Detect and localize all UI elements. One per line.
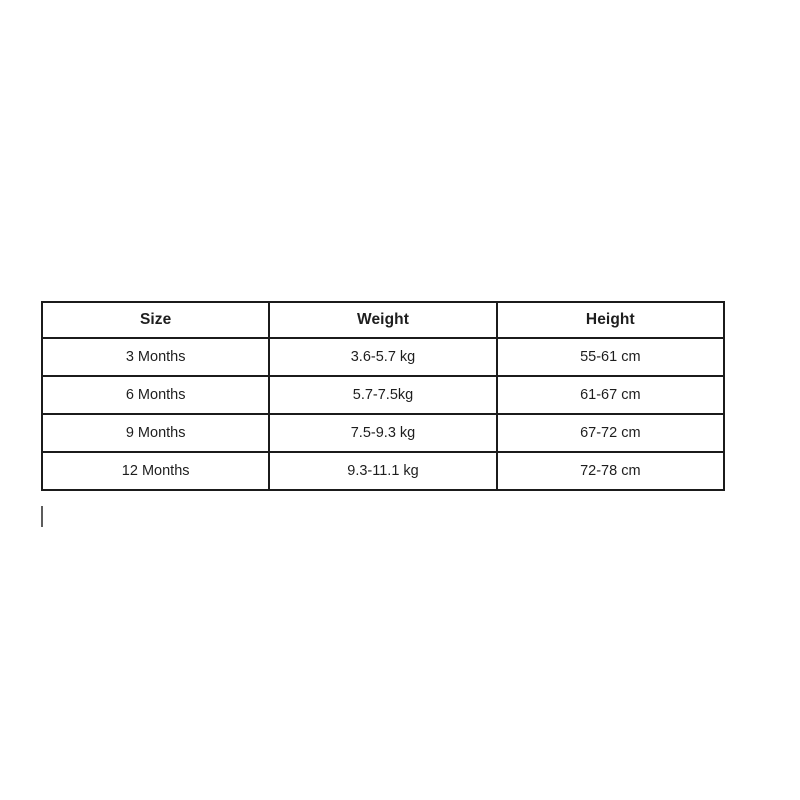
- size-chart-body: 3 Months 3.6-5.7 kg 55-61 cm 6 Months 5.…: [40, 337, 726, 491]
- cell-weight[interactable]: 3.6-5.7 kg: [268, 337, 498, 377]
- header-row: Size Weight Height: [40, 301, 726, 339]
- cell-weight[interactable]: 5.7-7.5kg: [268, 375, 498, 415]
- size-chart-table: Size Weight Height 3 Months 3.6-5.7 kg 5…: [40, 301, 726, 491]
- header-cell-size[interactable]: Size: [40, 301, 271, 339]
- table-row: 6 Months 5.7-7.5kg 61-67 cm: [40, 375, 726, 415]
- cell-height[interactable]: 55-61 cm: [495, 337, 726, 377]
- header-cell-height[interactable]: Height: [495, 301, 726, 339]
- table-row: 12 Months 9.3-11.1 kg 72-78 cm: [40, 451, 726, 491]
- cell-height[interactable]: 67-72 cm: [495, 413, 726, 453]
- cell-size[interactable]: 12 Months: [40, 451, 271, 491]
- header-cell-weight[interactable]: Weight: [268, 301, 498, 339]
- cell-size[interactable]: 3 Months: [40, 337, 271, 377]
- text-insertion-caret: [41, 506, 43, 527]
- table-row: 9 Months 7.5-9.3 kg 67-72 cm: [40, 413, 726, 453]
- size-chart-header: Size Weight Height: [40, 301, 726, 339]
- cell-weight[interactable]: 9.3-11.1 kg: [268, 451, 498, 491]
- cell-size[interactable]: 9 Months: [40, 413, 271, 453]
- cell-weight[interactable]: 7.5-9.3 kg: [268, 413, 498, 453]
- table-row: 3 Months 3.6-5.7 kg 55-61 cm: [40, 337, 726, 377]
- cell-height[interactable]: 61-67 cm: [495, 375, 726, 415]
- cell-height[interactable]: 72-78 cm: [495, 451, 726, 491]
- cell-size[interactable]: 6 Months: [40, 375, 271, 415]
